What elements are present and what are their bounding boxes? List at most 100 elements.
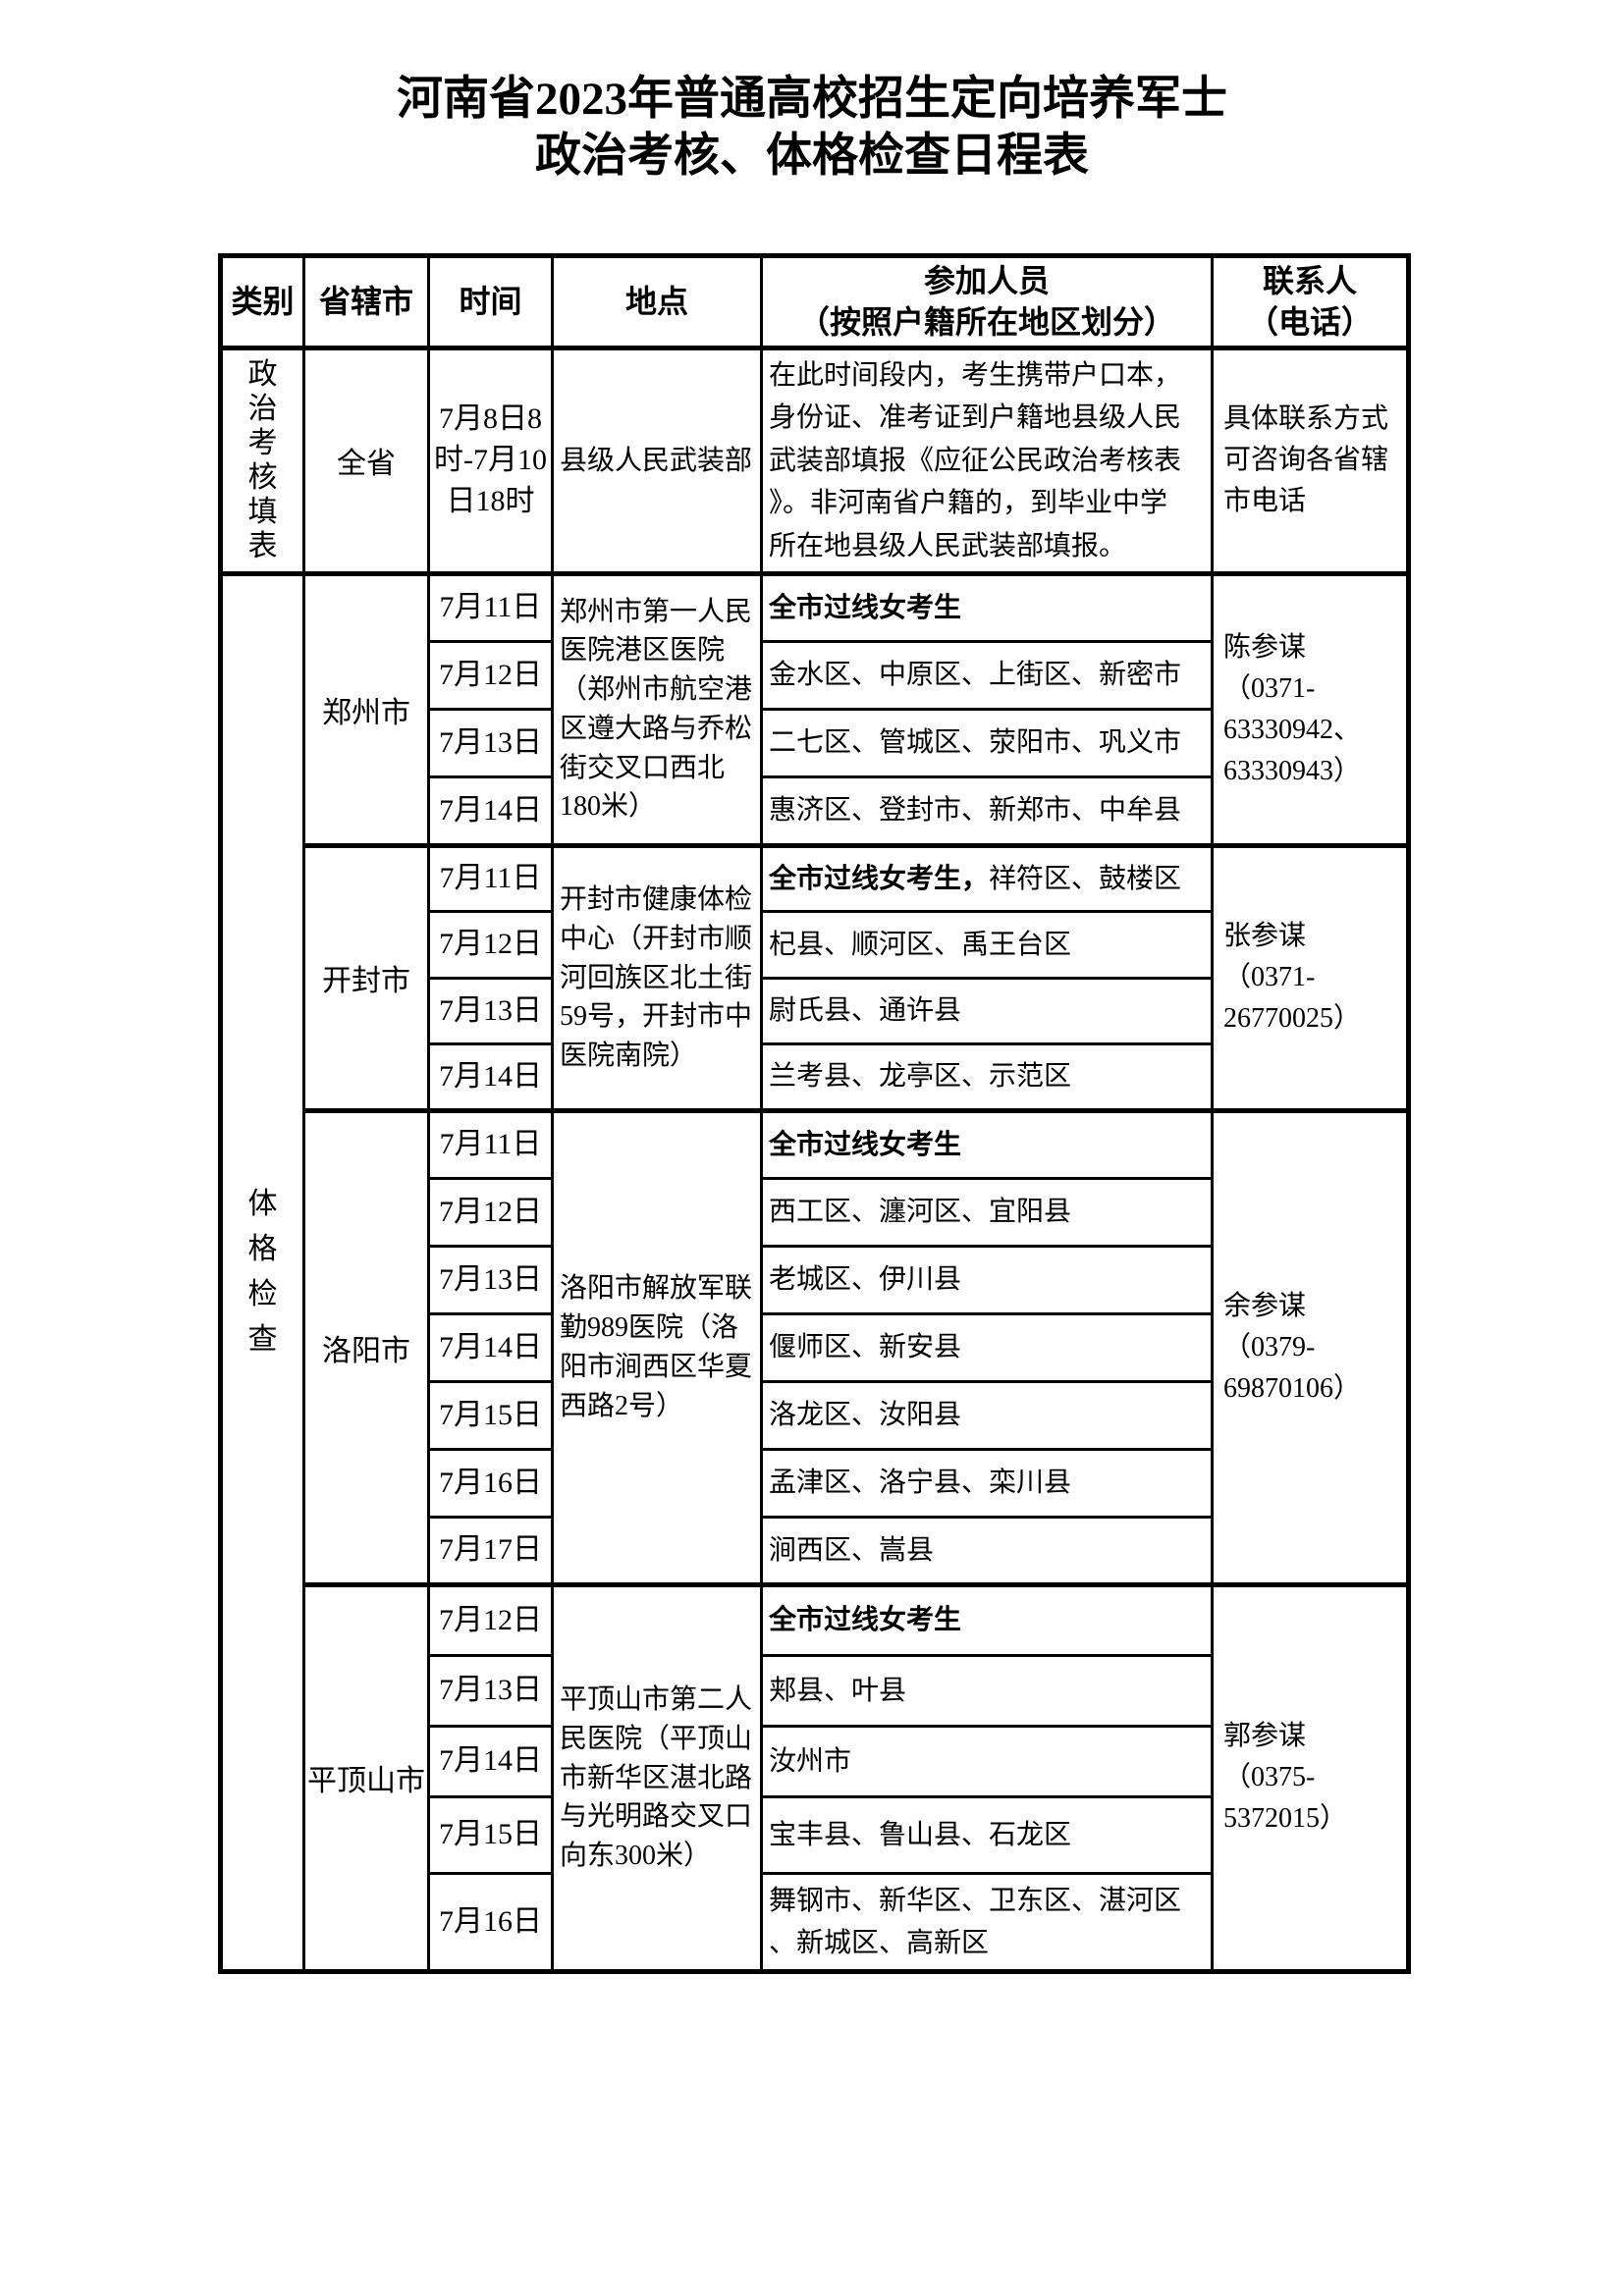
participants-text: 洛龙区、汝阳县 [769,1400,962,1431]
time-cell: 7月12日 [427,1176,554,1248]
participants-text: 兰考县、龙亭区、示范区 [769,1061,1072,1093]
table-row: 7月14日 惠济区、登封市、新郑市、中牟县 [221,774,1409,847]
participants-text: 西工区、瀍河区、宜阳县 [769,1197,1072,1228]
participants-text: 杞县、顺河区、禹王台区 [769,929,1072,960]
table-row: 7月12日 西工区、瀍河区、宜阳县 [221,1176,1409,1248]
time-cell: 7月15日 [427,1794,554,1875]
table-row: 平顶山市 7月12日 平顶山市第二人 民医院（平顶山 市新华区湛北路 与光明路交叉口… [221,1581,1410,1973]
table-row: 7月13日 郏县、叶县 [221,1653,1409,1728]
category-vertical-text: 体格检查 [247,1188,278,1357]
time-cell: 7月14日 [427,1724,554,1798]
table-row: 7月13日 老城区、伊川县 [221,1244,1409,1315]
document-title: 河南省2023年普通高校招生定向培养军士 政治考核、体格检查日程表 [0,71,1624,185]
time-cell: 7月14日 [427,1041,554,1112]
time-cell: 7月13日 [427,1244,554,1315]
table-row: 政治考核填表 全省 7月8日8 时-7月10 日18时 县级人民武装部 在此时间段内，考… [219,346,1410,575]
schedule-table-body: 政治考核填表 全省 7月8日8 时-7月10 日18时 县级人民武装部 在此时间段内，考… [219,346,1410,1973]
participants-cell: 杞县、顺河区、禹王台区 [760,909,1214,980]
participants-text: 二七区、管城区、荥阳市、巩义市 [769,727,1182,759]
participants-cell: 汝州市 [760,1724,1214,1798]
location-cell: 平顶山市第二人 民医院（平顶山 市新华区湛北路 与光明路交叉口 向东300米） [551,1581,763,1973]
time-cell: 7月16日 [427,1871,554,1973]
location-cell: 县级人民武装部 [551,346,763,575]
participants-cell: 全市过线女考生 [760,1107,1214,1180]
participants-bold-text: 全市过线女考生 [769,592,962,623]
header-row: 类别 省辖市 时间 地点 参加人员 （按照户籍所在地区划分） 联系人 （电话） [219,254,1410,349]
participants-cell: 洛龙区、汝阳县 [760,1379,1214,1451]
time-cell: 7月12日 [427,909,554,980]
participants-text: 尉氏县、通许县 [769,995,962,1027]
participants-bold-text: 全市过线女考生， [769,863,990,894]
location-cell: 洛阳市解放军联 勤989医院（洛 阳市涧西区华夏 西路2号） [551,1107,763,1586]
participants-text: 惠济区、登封市、新郑市、中牟县 [769,795,1182,827]
table-row: 体格检查 郑州市 7月11日 郑州市第一人民 医院港区医院 （郑州市航空港 区遵大路与… [219,570,1410,1973]
time-cell: 7月14日 [427,1311,554,1383]
header-location: 地点 [551,254,763,349]
time-cell: 7月13日 [427,707,554,778]
participants-cell: 在此时间段内，考生携带户口本， 身份证、准考证到户籍地县级人民 武装部填报《应征… [760,346,1214,575]
participants-text: 舞钢市、新华区、卫东区、湛河区 、新城区、高新区 [769,1885,1182,1958]
participants-bold-text: 全市过线女考生 [769,1605,962,1636]
header-city: 省辖市 [302,254,430,349]
table-row: 7月13日 二七区、管城区、荥阳市、巩义市 [221,707,1409,778]
time-cell: 7月12日 [427,639,554,711]
city-cell: 洛阳市 [302,1107,430,1586]
time-cell: 7月14日 [427,774,554,847]
contact-cell: 张参谋 （0371- 26770025） [1211,842,1410,1112]
participants-cell: 偃师区、新安县 [760,1311,1214,1383]
city-cell: 平顶山市 [302,1581,430,1973]
table-row: 7月15日 洛龙区、汝阳县 [221,1379,1409,1451]
category-cell: 体格检查 [219,570,305,1973]
document-title-line1: 河南省2023年普通高校招生定向培养军士 [397,74,1227,125]
participants-cell: 西工区、瀍河区、宜阳县 [760,1176,1214,1248]
time-cell: 7月8日8 时-7月10 日18时 [427,346,554,575]
participants-cell: 涧西区、嵩县 [760,1515,1214,1586]
table-row: 洛阳市 7月11日 洛阳市解放军联 勤989医院（洛 阳市涧西区华夏 西路2号） 全市… [221,1107,1410,1586]
time-cell: 7月15日 [427,1379,554,1451]
location-cell: 郑州市第一人民 医院港区医院 （郑州市航空港 区遵大路与乔松 街交叉口西北 18… [551,570,763,847]
table-row: 7月17日 涧西区、嵩县 [221,1515,1409,1586]
location-cell: 开封市健康体检 中心（开封市顺 河回族区北土街 59号，开封市中 医院南院） [551,842,763,1112]
participants-bold-text: 全市过线女考生 [769,1129,962,1160]
contact-cell: 余参谋 （0379- 69870106） [1211,1107,1410,1586]
participants-cell: 郏县、叶县 [760,1653,1214,1728]
participants-text: 郏县、叶县 [769,1675,907,1706]
city-cell: 开封市 [302,842,430,1112]
category-vertical-text: 政治考核填表 [247,358,278,563]
participants-text: 偃师区、新安县 [769,1332,962,1363]
participants-text: 在此时间段内，考生携带户口本， 身份证、准考证到户籍地县级人民 武装部填报《应征… [769,360,1182,561]
participants-text: 老城区、伊川县 [769,1264,962,1296]
participants-cell: 惠济区、登封市、新郑市、中牟县 [760,774,1214,847]
header-contact: 联系人 （电话） [1211,254,1410,349]
participants-cell: 全市过线女考生 [760,1581,1214,1657]
participants-cell: 老城区、伊川县 [760,1244,1214,1315]
participants-cell: 兰考县、龙亭区、示范区 [760,1041,1214,1112]
participants-cell: 尉氏县、通许县 [760,976,1214,1045]
time-cell: 7月17日 [427,1515,554,1586]
city-cell: 郑州市 [302,570,430,847]
participants-text: 涧西区、嵩县 [769,1534,935,1566]
table-row: 7月12日 金水区、中原区、上街区、新密市 [221,639,1409,711]
participants-cell: 孟津区、洛宁县、栾川县 [760,1447,1214,1519]
time-cell: 7月16日 [427,1447,554,1519]
table-row: 7月14日 偃师区、新安县 [221,1311,1409,1383]
participants-text: 汝州市 [769,1745,852,1777]
contact-cell: 陈参谋 （0371- 63330942、 63330943） [1211,570,1410,847]
time-cell: 7月11日 [427,842,554,913]
header-category: 类别 [219,254,305,349]
participants-cell: 全市过线女考生，祥符区、鼓楼区 [760,842,1214,913]
time-cell: 7月11日 [427,1107,554,1180]
contact-cell: 具体联系方式 可咨询各省辖 市电话 [1211,346,1410,575]
table-row: 7月12日 杞县、顺河区、禹王台区 [221,909,1409,980]
category-cell: 政治考核填表 [219,346,305,575]
participants-cell: 全市过线女考生 [760,570,1214,643]
time-cell: 7月13日 [427,1653,554,1728]
participants-cell: 二七区、管城区、荥阳市、巩义市 [760,707,1214,778]
participants-cell: 舞钢市、新华区、卫东区、湛河区 、新城区、高新区 [760,1871,1214,1973]
header-participants: 参加人员 （按照户籍所在地区划分） [760,254,1214,349]
table-row: 7月16日 舞钢市、新华区、卫东区、湛河区 、新城区、高新区 [221,1871,1409,1973]
schedule-table: 类别 省辖市 时间 地点 参加人员 （按照户籍所在地区划分） 联系人 （电话） … [218,253,1411,1974]
time-cell: 7月12日 [427,1581,554,1657]
table-row: 开封市 7月11日 开封市健康体检 中心（开封市顺 河回族区北土街 59号，开封市中… [221,842,1410,1112]
